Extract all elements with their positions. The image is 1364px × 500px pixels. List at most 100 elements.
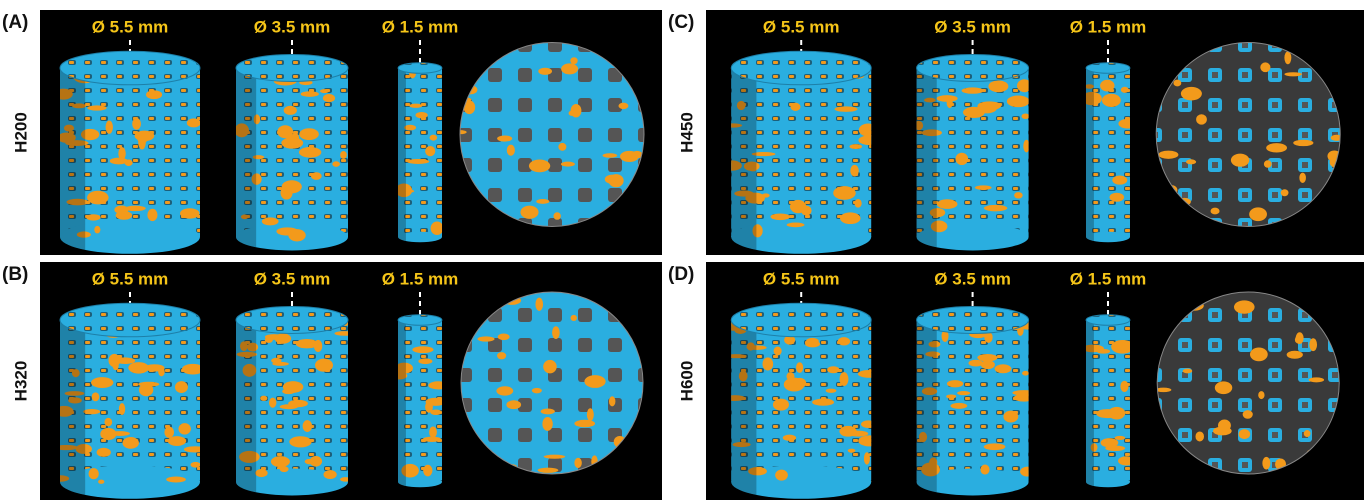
orange-patch xyxy=(1218,420,1231,432)
orange-patch xyxy=(299,128,319,140)
orange-patch xyxy=(1183,369,1193,374)
orange-patch xyxy=(498,334,510,341)
orange-patch xyxy=(937,199,958,209)
cylinder-top xyxy=(731,303,871,337)
orange-patch xyxy=(770,213,789,220)
orange-patch xyxy=(190,462,200,468)
orange-patch xyxy=(815,398,832,404)
orange-patch xyxy=(553,212,560,220)
orange-patch xyxy=(1299,173,1306,183)
orange-patch xyxy=(946,394,956,398)
orange-patch xyxy=(1293,140,1313,146)
orange-patch xyxy=(532,388,542,393)
orange-patch xyxy=(280,466,289,472)
orange-patch xyxy=(937,95,958,102)
sample-render xyxy=(235,55,348,251)
orange-patch xyxy=(796,362,803,373)
orange-patch xyxy=(962,87,984,93)
orange-patch xyxy=(806,338,819,345)
orange-patch xyxy=(947,380,963,387)
orange-patch xyxy=(175,381,188,393)
orange-patch xyxy=(835,106,858,112)
orange-patch xyxy=(1262,457,1270,470)
orange-patch xyxy=(570,57,577,64)
cylinder-top xyxy=(236,55,348,82)
orange-patch xyxy=(827,366,839,373)
orange-patch xyxy=(412,346,433,353)
orange-patch xyxy=(1158,151,1178,159)
orange-patch xyxy=(1007,96,1030,108)
cylinder-top xyxy=(1086,63,1130,74)
diameter-label: Ø 5.5 mm xyxy=(763,17,840,36)
panel-label: (A) xyxy=(2,12,28,33)
sample-label: H450 xyxy=(677,112,696,153)
orange-patch xyxy=(561,162,575,167)
orange-patch xyxy=(826,389,837,393)
orange-patch xyxy=(323,470,336,479)
sample-render xyxy=(1082,63,1137,243)
orange-patch xyxy=(981,360,995,369)
shading xyxy=(60,320,85,499)
diameter-label: Ø 5.5 mm xyxy=(763,269,840,288)
orange-patch xyxy=(775,470,788,481)
orange-patch xyxy=(128,362,149,374)
orange-patch xyxy=(1284,51,1291,64)
orange-patch xyxy=(496,386,513,395)
orange-patch xyxy=(283,381,303,393)
orange-patch xyxy=(425,401,433,413)
orange-patch xyxy=(323,94,335,102)
orange-patch xyxy=(1295,336,1303,344)
orange-patch xyxy=(86,214,100,220)
sample-render xyxy=(393,63,444,243)
orange-patch xyxy=(984,443,1006,450)
orange-patch xyxy=(1304,430,1311,437)
orange-patch xyxy=(1186,159,1196,164)
orange-patch xyxy=(138,382,159,387)
orange-patch xyxy=(404,125,416,131)
diameter-label: Ø 3.5 mm xyxy=(934,17,1011,36)
figure: (A)H200Ø 5.5 mmØ 3.5 mmØ 1.5 mm(B)H320Ø … xyxy=(0,0,1364,500)
panel-label: (C) xyxy=(668,12,694,33)
sample-render xyxy=(52,303,207,499)
orange-patch xyxy=(178,423,190,434)
orange-patch xyxy=(1231,154,1249,167)
orange-patch xyxy=(109,354,121,367)
orange-patch xyxy=(558,143,566,151)
orange-patch xyxy=(538,468,559,473)
orange-patch xyxy=(106,121,113,134)
orange-patch xyxy=(282,180,302,193)
orange-patch xyxy=(1264,160,1272,167)
orange-patch xyxy=(977,354,997,361)
cross-section xyxy=(460,43,644,227)
orange-patch xyxy=(416,112,428,118)
diameter-label: Ø 1.5 mm xyxy=(382,17,459,36)
cylinder-top xyxy=(236,307,348,334)
orange-patch xyxy=(314,340,322,352)
diameter-label: Ø 5.5 mm xyxy=(92,17,169,36)
orange-patch xyxy=(988,80,1008,92)
orange-patch xyxy=(147,209,157,221)
orange-patch xyxy=(122,437,138,449)
orange-patch xyxy=(1249,207,1267,221)
orange-patch xyxy=(1022,371,1029,376)
orange-patch xyxy=(311,172,322,180)
orange-patch xyxy=(92,392,100,401)
orange-patch xyxy=(956,153,969,165)
orange-patch xyxy=(552,326,560,339)
orange-patch xyxy=(125,206,146,211)
orange-patch xyxy=(848,449,856,453)
orange-patch xyxy=(1100,80,1114,92)
diameter-label: Ø 1.5 mm xyxy=(1070,17,1147,36)
diameter-label: Ø 5.5 mm xyxy=(92,269,169,288)
orange-patch xyxy=(305,459,315,464)
orange-patch xyxy=(574,458,581,468)
orange-patch xyxy=(1234,300,1255,313)
orange-patch xyxy=(407,159,429,164)
orange-patch xyxy=(978,101,1002,110)
orange-patch xyxy=(1309,338,1317,351)
orange-patch xyxy=(571,315,577,321)
orange-patch xyxy=(132,118,141,130)
orange-patch xyxy=(430,135,438,141)
orange-patch xyxy=(272,362,289,366)
orange-patch xyxy=(116,211,133,220)
